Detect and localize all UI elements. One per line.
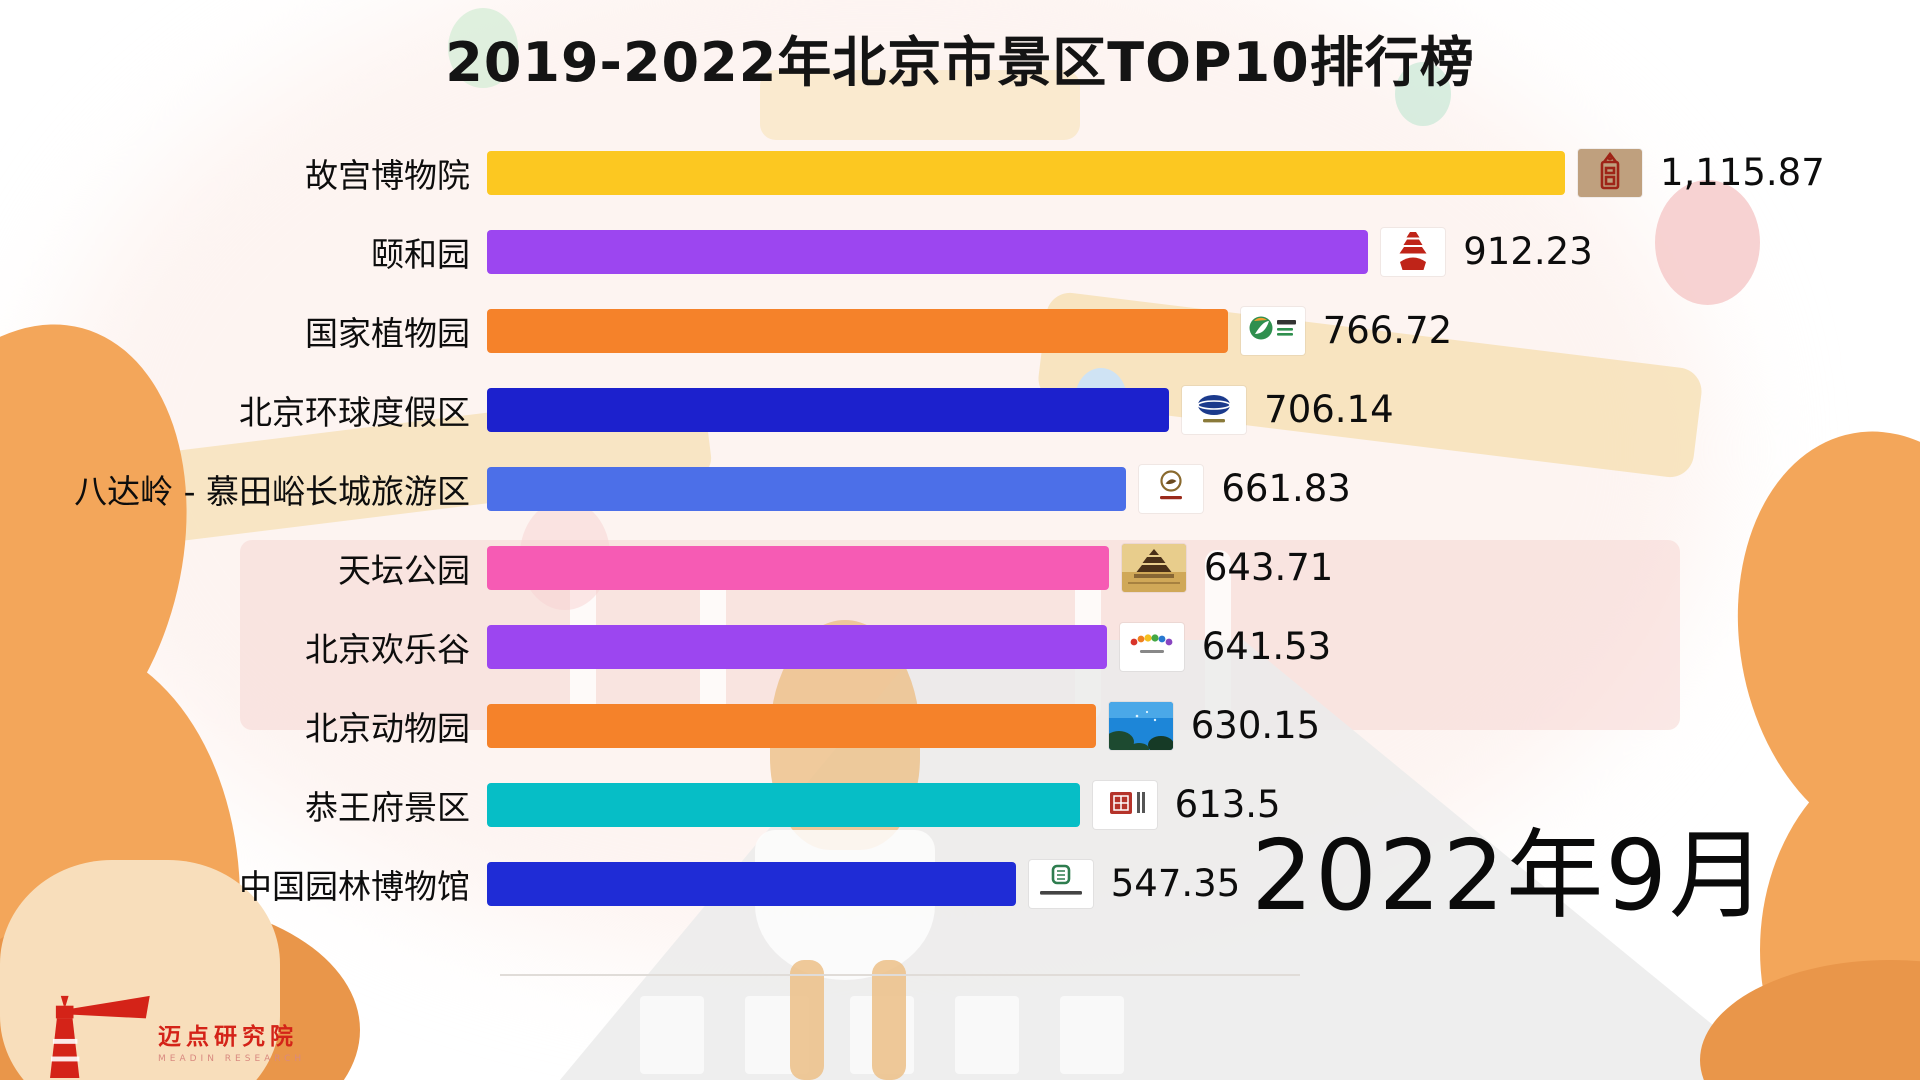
bar <box>487 782 1080 827</box>
bar-row: 天坛公园 643.71 <box>0 528 1920 607</box>
bar <box>487 387 1170 432</box>
bar-label: 天坛公园 <box>338 550 470 590</box>
mascot-figure <box>872 960 906 1080</box>
bar-row: 恭王府景区 613.5 <box>0 765 1920 844</box>
chart-title: 2019-2022年北京市景区TOP10排行榜 <box>445 31 1475 94</box>
brand-name: 迈点研究院 <box>158 1024 298 1050</box>
bar-label: 故宫博物院 <box>305 155 470 195</box>
bar-row: 北京环球度假区 706.14 <box>0 370 1920 449</box>
bar-value: 766.72 <box>1322 309 1453 352</box>
crosswalk-stripe <box>1060 996 1124 1074</box>
bar <box>487 466 1127 511</box>
bar-row: 北京欢乐谷 641.53 <box>0 607 1920 686</box>
bar-value: 547.35 <box>1110 862 1241 905</box>
brand-text: 迈点研究院 MEADIN RESEARCH <box>158 1024 306 1065</box>
sand-mound <box>0 860 280 1080</box>
great-wall-icon <box>1139 464 1204 513</box>
bar-value: 912.23 <box>1463 230 1593 273</box>
bar-label: 北京动物园 <box>305 708 470 748</box>
bar-label: 北京欢乐谷 <box>305 629 470 669</box>
prince-gong-mansion-icon <box>1092 780 1157 829</box>
bar-label: 中国园林博物馆 <box>239 866 470 906</box>
bar <box>487 861 1016 906</box>
period-label: 2022年9月 <box>1251 819 1768 932</box>
bar-row: 颐和园 912.23 <box>0 212 1920 291</box>
bar-value: 630.15 <box>1190 704 1321 747</box>
balloon-teal <box>1395 62 1451 126</box>
bar-row: 故宫博物院 1,115.87 <box>0 133 1920 212</box>
bar <box>487 703 1096 748</box>
bar-row: 国家植物园 766.72 <box>0 291 1920 370</box>
garden-museum-icon <box>1028 859 1093 908</box>
brand-subtitle: MEADIN RESEARCH <box>158 1054 306 1064</box>
bar-label: 颐和园 <box>371 234 470 274</box>
happy-valley-icon <box>1119 622 1184 671</box>
balloon-green <box>448 8 518 88</box>
bar-row: 北京动物园 630.15 <box>0 686 1920 765</box>
botanical-garden-icon <box>1240 306 1305 355</box>
bar-value: 643.71 <box>1203 546 1334 589</box>
beijing-zoo-icon <box>1108 701 1173 750</box>
brand-logo-group: 迈点研究院 MEADIN RESEARCH <box>36 992 305 1080</box>
crosswalk-stripe <box>640 996 704 1074</box>
crosswalk-stripe <box>955 996 1019 1074</box>
balloon-pink <box>1655 180 1760 305</box>
bar-value: 641.53 <box>1201 625 1332 668</box>
temple-of-heaven-icon <box>1121 543 1186 592</box>
palace-roof-top <box>760 70 1080 140</box>
bar-value: 706.14 <box>1264 388 1394 431</box>
mascot-figure <box>790 960 824 1080</box>
universal-resort-icon <box>1182 385 1247 434</box>
bar <box>487 545 1109 590</box>
lighthouse-logo-icon <box>36 992 154 1080</box>
bar-label: 八达岭 - 慕田峪长城旅游区 <box>74 471 470 511</box>
bar-value: 1,115.87 <box>1660 151 1825 194</box>
summer-palace-icon <box>1381 227 1446 276</box>
chart-rows: 故宫博物院 1,115.87 颐和园 912.23 国家植物园 766.72 北… <box>0 133 1920 923</box>
bar-label: 国家植物园 <box>305 313 470 353</box>
bar <box>487 308 1228 353</box>
bar-row: 中国园林博物馆 547.35 <box>0 844 1920 923</box>
bar-label: 恭王府景区 <box>305 787 470 827</box>
bar <box>487 229 1369 274</box>
palace-museum-icon <box>1578 148 1642 197</box>
ground-line <box>500 974 1300 976</box>
bar-label: 北京环球度假区 <box>239 392 470 432</box>
bar <box>487 150 1565 195</box>
bar-value: 661.83 <box>1221 467 1351 510</box>
bar <box>487 624 1107 669</box>
bar-value: 613.5 <box>1174 783 1281 826</box>
bar-row: 八达岭 - 慕田峪长城旅游区 661.83 <box>0 449 1920 528</box>
